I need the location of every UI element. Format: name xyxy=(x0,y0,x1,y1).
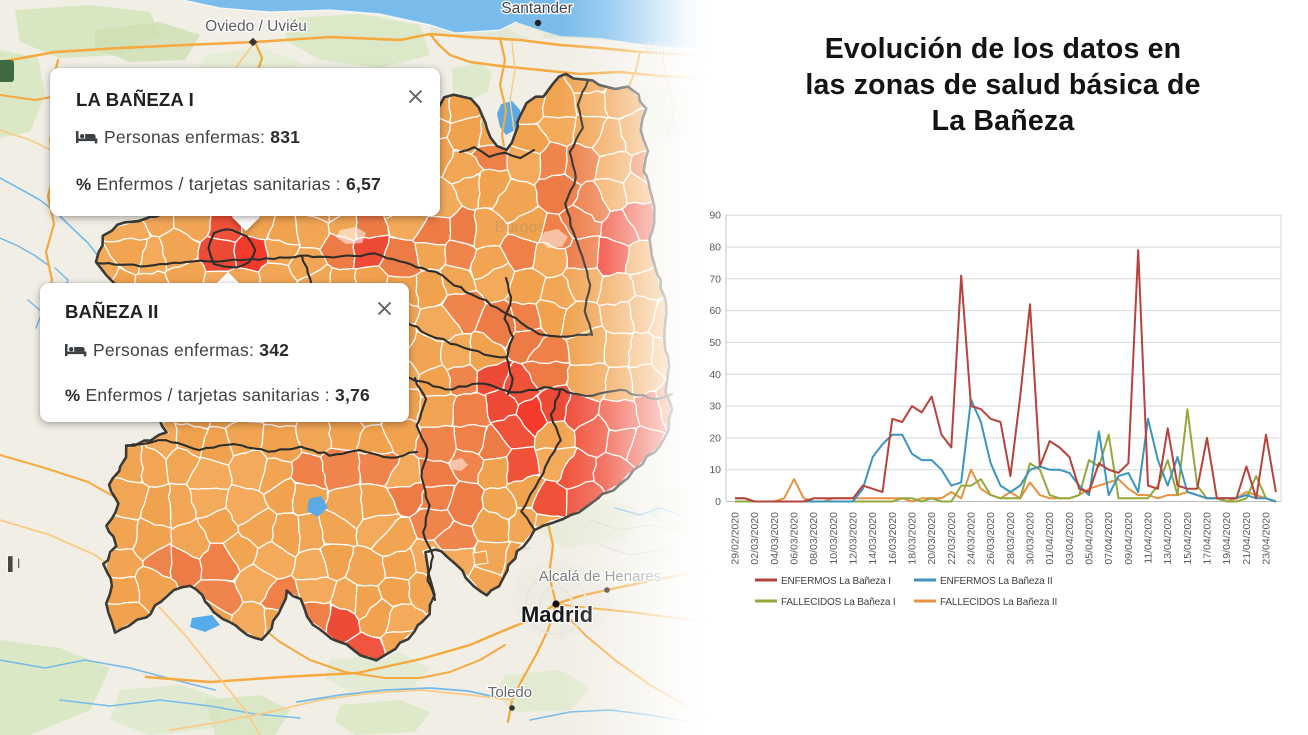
svg-text:30/03/2020: 30/03/2020 xyxy=(1025,512,1037,565)
svg-text:10/03/2020: 10/03/2020 xyxy=(828,512,840,565)
svg-text:17/04/2020: 17/04/2020 xyxy=(1202,512,1214,565)
svg-text:Santander: Santander xyxy=(501,0,573,17)
svg-text:20: 20 xyxy=(709,432,721,444)
svg-text:08/03/2020: 08/03/2020 xyxy=(808,512,820,565)
svg-text:28/03/2020: 28/03/2020 xyxy=(1005,512,1017,565)
svg-text:70: 70 xyxy=(709,273,721,285)
svg-text:24/03/2020: 24/03/2020 xyxy=(966,512,978,565)
svg-text:19/04/2020: 19/04/2020 xyxy=(1221,512,1233,565)
svg-text:Burgos: Burgos xyxy=(495,219,546,236)
svg-text:07/04/2020: 07/04/2020 xyxy=(1103,512,1115,565)
svg-text:FALLECIDOS La Bañeza I: FALLECIDOS La Bañeza I xyxy=(781,597,896,608)
svg-text:14/03/2020: 14/03/2020 xyxy=(867,512,879,565)
svg-text:06/03/2020: 06/03/2020 xyxy=(789,512,801,565)
svg-text:26/03/2020: 26/03/2020 xyxy=(985,512,997,565)
svg-text:29/02/2020: 29/02/2020 xyxy=(730,512,742,565)
svg-text:21/04/2020: 21/04/2020 xyxy=(1241,512,1253,565)
svg-text:04/03/2020: 04/03/2020 xyxy=(769,512,781,565)
svg-text:03/04/2020: 03/04/2020 xyxy=(1064,512,1076,565)
svg-text:02/03/2020: 02/03/2020 xyxy=(749,512,761,565)
svg-text:Toledo: Toledo xyxy=(488,684,532,701)
svg-text:05/04/2020: 05/04/2020 xyxy=(1084,512,1096,565)
svg-text:90: 90 xyxy=(709,210,721,222)
svg-text:FALLECIDOS La Bañeza II: FALLECIDOS La Bañeza II xyxy=(940,597,1057,608)
svg-text:01/04/2020: 01/04/2020 xyxy=(1044,512,1056,565)
svg-text:22/03/2020: 22/03/2020 xyxy=(946,512,958,565)
svg-text:ENFERMOS La Bañeza II: ENFERMOS La Bañeza II xyxy=(940,576,1052,587)
svg-text:09/04/2020: 09/04/2020 xyxy=(1123,512,1135,565)
svg-text:Oviedo / Uviéu: Oviedo / Uviéu xyxy=(205,18,307,35)
svg-text:80: 80 xyxy=(709,242,721,254)
svg-text:50: 50 xyxy=(709,337,721,349)
svg-text:18/03/2020: 18/03/2020 xyxy=(907,512,919,565)
svg-text:0: 0 xyxy=(715,496,721,508)
svg-text:12/03/2020: 12/03/2020 xyxy=(848,512,860,565)
svg-text:60: 60 xyxy=(709,305,721,317)
svg-text:▌l: ▌l xyxy=(8,556,20,572)
svg-text:16/03/2020: 16/03/2020 xyxy=(887,512,899,565)
svg-text:13/04/2020: 13/04/2020 xyxy=(1162,512,1174,565)
svg-text:23/04/2020: 23/04/2020 xyxy=(1261,512,1273,565)
svg-text:15/04/2020: 15/04/2020 xyxy=(1182,512,1194,565)
svg-text:30: 30 xyxy=(709,401,721,413)
svg-text:11/04/2020: 11/04/2020 xyxy=(1143,512,1155,564)
svg-text:40: 40 xyxy=(709,369,721,381)
svg-text:ENFERMOS La Bañeza I: ENFERMOS La Bañeza I xyxy=(781,576,891,587)
svg-text:20/03/2020: 20/03/2020 xyxy=(926,512,938,565)
svg-text:10: 10 xyxy=(709,464,721,476)
